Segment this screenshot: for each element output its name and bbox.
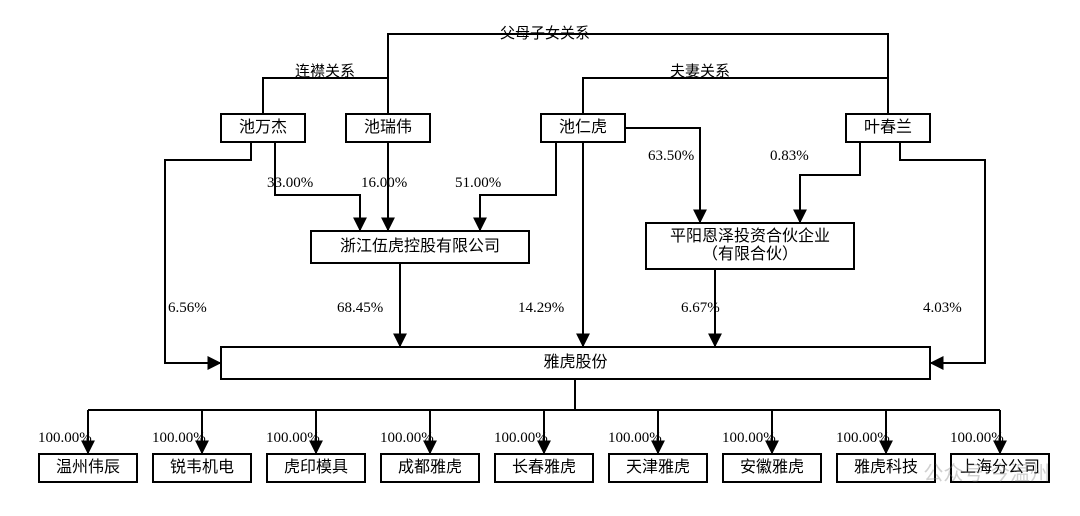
pct-main-s3: 100.00% (266, 430, 320, 447)
rel-spouse-label: 夫妻关系 (670, 60, 730, 81)
node-s1: 温州伟辰 (38, 453, 138, 483)
pct-main-s1: 100.00% (38, 430, 92, 447)
pct-main-s5: 100.00% (494, 430, 548, 447)
node-midA: 浙江伍虎控股有限公司 (310, 230, 530, 264)
pct-main-s7: 100.00% (722, 430, 776, 447)
node-s2: 锐韦机电 (152, 453, 252, 483)
node-p2: 池瑞伟 (345, 113, 431, 143)
pct-p1-main: 6.56% (168, 300, 207, 317)
pct-main-s9: 100.00% (950, 430, 1004, 447)
pct-main-s4: 100.00% (380, 430, 434, 447)
node-s5: 长春雅虎 (494, 453, 594, 483)
pct-p2-midA: 16.00% (361, 175, 407, 192)
node-s4: 成都雅虎 (380, 453, 480, 483)
node-s8: 雅虎科技 (836, 453, 936, 483)
pct-p4-midB: 0.83% (770, 148, 809, 165)
pct-p3-midA: 51.00% (455, 175, 501, 192)
rel-parentchild-label: 父母子女关系 (500, 22, 590, 43)
node-s9: 上海分公司 (950, 453, 1050, 483)
pct-p3-midB: 63.50% (648, 148, 694, 165)
node-p3: 池仁虎 (540, 113, 626, 143)
pct-midB-main: 6.67% (681, 300, 720, 317)
node-main: 雅虎股份 (220, 346, 931, 380)
ownership-diagram: 父母子女关系 连襟关系 夫妻关系 池万杰 池瑞伟 池仁虎 叶春兰 浙江伍虎控股有… (0, 0, 1080, 516)
node-s6: 天津雅虎 (608, 453, 708, 483)
node-p1: 池万杰 (220, 113, 306, 143)
pct-p4-main: 4.03% (923, 300, 962, 317)
pct-main-s6: 100.00% (608, 430, 662, 447)
pct-p3-main: 14.29% (518, 300, 564, 317)
node-s3: 虎印模具 (266, 453, 366, 483)
node-s7: 安徽雅虎 (722, 453, 822, 483)
pct-main-s8: 100.00% (836, 430, 890, 447)
pct-p1-midA: 33.00% (267, 175, 313, 192)
rel-inlaw-label: 连襟关系 (295, 60, 355, 81)
node-midB: 平阳恩泽投资合伙企业 （有限合伙） (645, 222, 855, 270)
node-p4: 叶春兰 (845, 113, 931, 143)
pct-main-s2: 100.00% (152, 430, 206, 447)
pct-midA-main: 68.45% (337, 300, 383, 317)
